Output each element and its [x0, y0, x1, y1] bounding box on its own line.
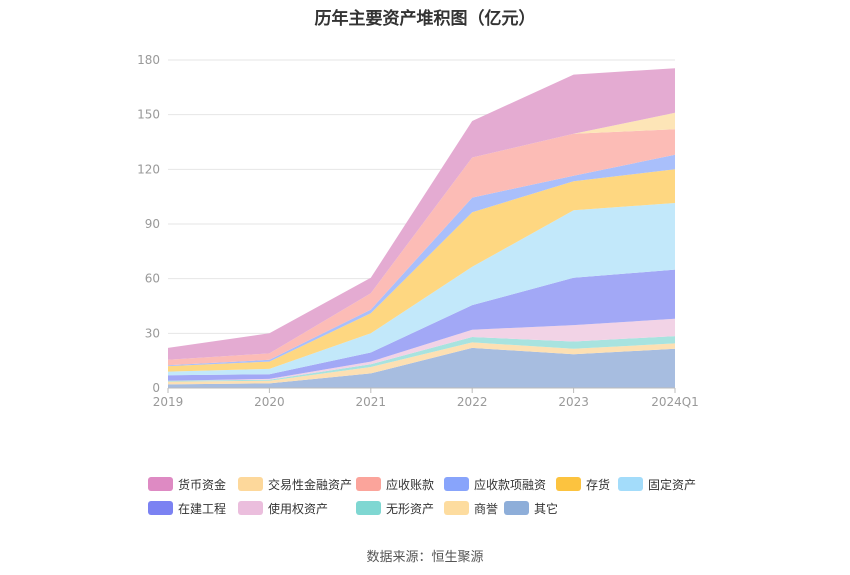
legend-label: 在建工程	[178, 500, 226, 517]
y-tick-label: 120	[137, 162, 160, 176]
legend-swatch	[356, 477, 381, 491]
legend-swatch	[148, 501, 173, 515]
legend-item[interactable]: 应收账款	[356, 476, 444, 493]
legend-item[interactable]: 固定资产	[618, 476, 718, 493]
stacked-areas	[168, 68, 675, 388]
legend-swatch	[444, 501, 469, 515]
legend-item[interactable]: 在建工程	[148, 500, 238, 517]
legend-label: 货币资金	[178, 476, 226, 493]
legend-row: 在建工程 使用权资产 无形资产 商誉 其它	[148, 496, 748, 520]
legend-swatch	[556, 477, 581, 491]
y-tick-label: 90	[145, 217, 160, 231]
y-tick-label: 180	[137, 53, 160, 67]
legend-swatch	[238, 501, 263, 515]
legend-label: 其它	[534, 500, 558, 517]
legend-swatch	[618, 477, 643, 491]
legend-label: 使用权资产	[268, 500, 328, 517]
legend-label: 存货	[586, 476, 610, 493]
legend-swatch	[444, 477, 469, 491]
legend-item[interactable]: 货币资金	[148, 476, 238, 493]
legend-swatch	[238, 477, 263, 491]
legend-swatch	[148, 477, 173, 491]
x-tick-label: 2022	[457, 395, 488, 409]
x-tick-label: 2024Q1	[651, 395, 699, 409]
source-note: 数据来源：恒生聚源	[0, 546, 850, 565]
legend-label: 固定资产	[648, 476, 696, 493]
legend-swatch	[504, 501, 529, 515]
x-tick-label: 2021	[356, 395, 387, 409]
legend-item[interactable]: 使用权资产	[238, 500, 356, 517]
legend-item[interactable]: 商誉	[444, 500, 504, 517]
y-tick-label: 60	[145, 272, 160, 286]
legend-item[interactable]: 其它	[504, 500, 584, 517]
x-tick-label: 2020	[254, 395, 285, 409]
legend-label: 应收账款	[386, 476, 434, 493]
legend: 货币资金 交易性金融资产 应收账款 应收款项融资 存货 固定资产在建工程 使用权资产 无形资产…	[148, 472, 748, 520]
legend-item[interactable]: 无形资产	[356, 500, 444, 517]
y-tick-label: 30	[145, 326, 160, 340]
x-tick-label: 2023	[558, 395, 589, 409]
legend-item[interactable]: 应收款项融资	[444, 476, 556, 493]
legend-item[interactable]: 交易性金融资产	[238, 476, 356, 493]
legend-label: 商誉	[474, 500, 498, 517]
legend-label: 交易性金融资产	[268, 476, 352, 493]
legend-swatch	[356, 501, 381, 515]
y-tick-label: 0	[152, 381, 160, 395]
legend-label: 无形资产	[386, 500, 434, 517]
legend-row: 货币资金 交易性金融资产 应收账款 应收款项融资 存货 固定资产	[148, 472, 748, 496]
x-tick-label: 2019	[153, 395, 184, 409]
y-tick-label: 150	[137, 108, 160, 122]
legend-label: 应收款项融资	[474, 476, 546, 493]
legend-item[interactable]: 存货	[556, 476, 618, 493]
